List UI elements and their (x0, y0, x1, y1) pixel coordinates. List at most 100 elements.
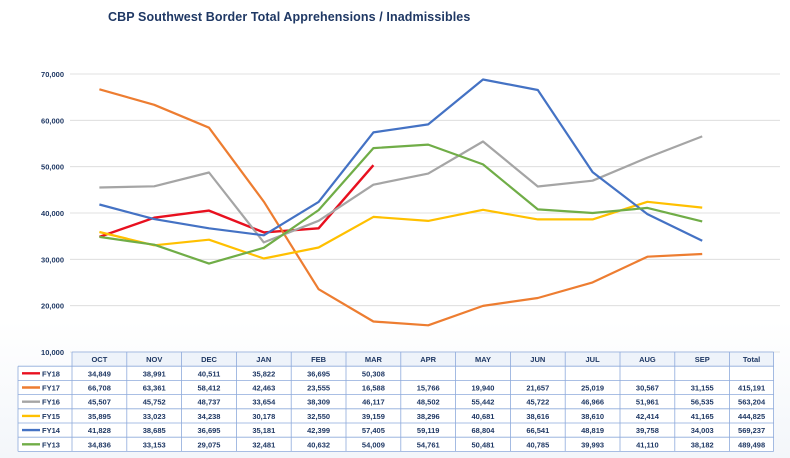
data-label: 34,836 (88, 440, 111, 449)
total-value: 444,825 (738, 412, 765, 421)
data-label: 23,555 (307, 384, 330, 393)
y-tick-label: 40,000 (41, 209, 64, 218)
data-label: 39,993 (581, 440, 604, 449)
data-label: 40,681 (472, 412, 495, 421)
data-label: 31,155 (691, 384, 714, 393)
x-tick-label: OCT (91, 355, 107, 364)
data-label: 29,075 (198, 440, 221, 449)
data-label: 38,991 (143, 369, 166, 378)
y-tick-label: 70,000 (41, 70, 64, 79)
y-tick-label: 30,000 (41, 255, 64, 264)
data-label: 15,766 (417, 384, 440, 393)
legend-label-fy13: FY13 (42, 440, 60, 449)
data-label: 42,414 (636, 412, 660, 421)
data-label: 54,761 (417, 440, 440, 449)
data-label: 66,541 (526, 426, 549, 435)
series-line-fy18 (99, 164, 375, 239)
data-label: 35,181 (252, 426, 275, 435)
total-value: 489,498 (738, 440, 765, 449)
data-label: 46,966 (581, 398, 604, 407)
legend-label-fy16: FY16 (42, 398, 60, 407)
data-label: 42,463 (252, 384, 275, 393)
data-label: 48,819 (581, 426, 604, 435)
chart-title: CBP Southwest Border Total Apprehensions… (108, 10, 471, 24)
data-label: 56,535 (691, 398, 714, 407)
total-header: Total (743, 355, 760, 364)
data-label: 57,405 (362, 426, 385, 435)
series-line-fy16 (99, 135, 703, 244)
total-value: 563,204 (738, 398, 766, 407)
x-tick-label: JAN (256, 355, 271, 364)
x-tick-label: DEC (201, 355, 217, 364)
data-label: 68,804 (472, 426, 496, 435)
data-label: 39,159 (362, 412, 385, 421)
series-line-fy15 (99, 200, 703, 260)
y-tick-label: 20,000 (41, 302, 64, 311)
data-label: 34,238 (198, 412, 221, 421)
series-line-fy14 (99, 78, 703, 242)
x-tick-label: NOV (146, 355, 162, 364)
data-label: 36,695 (198, 426, 221, 435)
data-label: 40,511 (198, 369, 221, 378)
x-tick-label: JUN (530, 355, 545, 364)
data-label: 58,412 (198, 384, 221, 393)
y-tick-label: 60,000 (41, 116, 64, 125)
data-label: 33,654 (252, 398, 276, 407)
data-label: 38,610 (581, 412, 604, 421)
data-label: 36,695 (307, 369, 330, 378)
data-label: 50,481 (472, 440, 495, 449)
data-label: 38,685 (143, 426, 166, 435)
data-label: 30,567 (636, 384, 659, 393)
data-label: 54,009 (362, 440, 385, 449)
series-line-fy13 (99, 143, 703, 265)
series-line-fy17 (99, 88, 703, 327)
data-label: 40,632 (307, 440, 330, 449)
data-label: 48,502 (417, 398, 440, 407)
data-label: 59,119 (417, 426, 440, 435)
data-label: 50,308 (362, 369, 385, 378)
legend-label-fy15: FY15 (42, 412, 60, 421)
data-label: 39,758 (636, 426, 659, 435)
data-label: 21,657 (526, 384, 549, 393)
data-label: 48,737 (198, 398, 221, 407)
data-label: 41,165 (691, 412, 714, 421)
data-label: 38,309 (307, 398, 330, 407)
data-label: 33,153 (143, 440, 166, 449)
data-label: 19,940 (472, 384, 495, 393)
data-label: 46,117 (362, 398, 385, 407)
data-label: 32,550 (307, 412, 330, 421)
legend-label-fy18: FY18 (42, 369, 60, 378)
x-tick-label: MAR (365, 355, 383, 364)
data-label: 16,588 (362, 384, 385, 393)
data-label: 35,822 (252, 369, 275, 378)
x-tick-label: SEP (695, 355, 710, 364)
data-label: 30,178 (252, 412, 275, 421)
data-label: 41,110 (636, 440, 659, 449)
data-label: 45,752 (143, 398, 166, 407)
data-label: 33,023 (143, 412, 166, 421)
x-tick-label: AUG (639, 355, 656, 364)
data-label: 55,442 (472, 398, 495, 407)
x-tick-label: JUL (586, 355, 601, 364)
data-label: 41,828 (88, 426, 111, 435)
data-label: 66,708 (88, 384, 111, 393)
table-header-bg (72, 352, 774, 367)
data-label: 25,019 (581, 384, 604, 393)
data-label: 63,361 (143, 384, 166, 393)
data-label: 35,895 (88, 412, 111, 421)
data-label: 42,399 (307, 426, 330, 435)
total-value: 415,191 (738, 384, 765, 393)
data-label: 38,616 (526, 412, 549, 421)
x-tick-label: MAY (475, 355, 491, 364)
data-label: 34,849 (88, 369, 111, 378)
data-label: 38,182 (691, 440, 714, 449)
data-label: 34,003 (691, 426, 714, 435)
legend-label-fy14: FY14 (42, 426, 61, 435)
data-label: 45,507 (88, 398, 111, 407)
x-tick-label: FEB (311, 355, 327, 364)
total-value: 569,237 (738, 426, 765, 435)
data-label: 38,296 (417, 412, 440, 421)
data-label: 51,961 (636, 398, 659, 407)
legend-label-fy17: FY17 (42, 384, 60, 393)
